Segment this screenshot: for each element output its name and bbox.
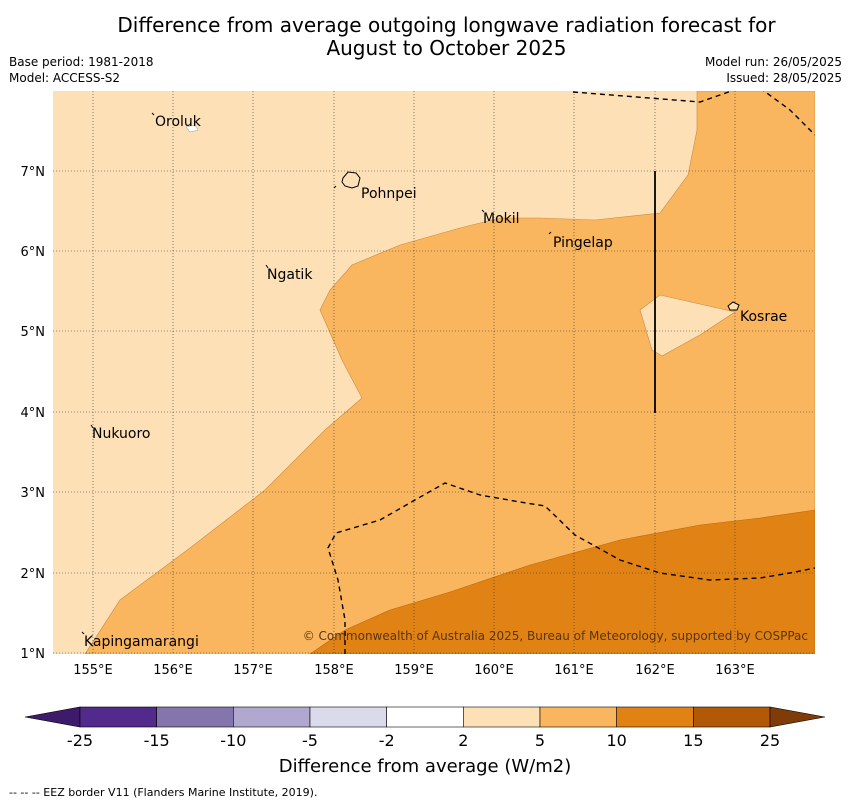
place-kapingamarangi: Kapingamarangi [84, 634, 199, 650]
lon-label: 162°E [635, 663, 675, 678]
place-nukuoro: Nukuoro [92, 426, 150, 442]
lon-label: 157°E [233, 663, 273, 678]
colorbar-tick-label: 25 [760, 731, 780, 750]
colorbar-box [309, 706, 387, 728]
colorbar-box [463, 706, 541, 728]
lon-label: 158°E [314, 663, 354, 678]
colorbar-tick-label: -10 [220, 731, 246, 750]
colorbar-box [693, 706, 771, 728]
issued-date: Issued: 28/05/2025 [726, 71, 842, 85]
colorbar-tick-label: 15 [683, 731, 703, 750]
lon-label: 159°E [394, 663, 434, 678]
lon-label: 160°E [474, 663, 514, 678]
colorbar-tick-label: 5 [535, 731, 545, 750]
anomaly-kosrae-patch [639, 294, 736, 357]
colorbar-box [79, 706, 157, 728]
place-pohnpei: Pohnpei [361, 186, 417, 202]
pohnpei-outline [341, 171, 361, 189]
meta-left: Base period: 1981-2018 Model: ACCESS-S2 [9, 54, 154, 86]
colorbar-box [539, 706, 617, 728]
colorbar-box [233, 706, 311, 728]
meta-right: Model run: 26/05/2025 Issued: 28/05/2025 [705, 54, 842, 86]
lat-label: 5°N [21, 325, 46, 340]
lon-label: 161°E [554, 663, 594, 678]
colorbar: -25 -15 -10 -5 -2 2 5 10 15 25 [24, 706, 826, 750]
anomaly-10-15-region [309, 509, 815, 654]
lon-label: 163°E [715, 663, 755, 678]
lat-label: 1°N [21, 647, 46, 662]
colorbar-box [386, 706, 464, 728]
lat-label: 4°N [21, 406, 46, 421]
eez-borders [327, 91, 815, 654]
place-pingelap: Pingelap [553, 235, 613, 251]
base-period: Base period: 1981-2018 [9, 55, 154, 69]
copyright-notice: © Commonwealth of Australia 2025, Bureau… [303, 629, 808, 643]
colorbar-extend-low [24, 706, 81, 728]
lat-axis-labels: 7°N 6°N 5°N 4°N 3°N 2°N 1°N [21, 165, 46, 662]
colorbar-box [156, 706, 234, 728]
islands [81, 112, 740, 635]
place-mokil: Mokil [483, 211, 520, 227]
title-line-1: Difference from average outgoing longwav… [117, 13, 776, 37]
eez-footnote: -- -- -- EEZ border V11 (Flanders Marine… [9, 786, 318, 799]
lat-label: 2°N [21, 567, 46, 582]
anomaly-5-10-region [84, 91, 815, 654]
lon-label: 155°E [73, 663, 113, 678]
place-oroluk: Oroluk [155, 114, 202, 130]
colorbar-box [616, 706, 694, 728]
colorbar-title: Difference from average (W/m2) [279, 756, 571, 777]
map-area: Oroluk Pohnpei Mokil Pingelap Ngatik Kos… [53, 91, 815, 654]
colorbar-extend-high [769, 706, 826, 728]
lat-label: 6°N [21, 245, 46, 260]
model-name: Model: ACCESS-S2 [9, 71, 121, 85]
place-ngatik: Ngatik [267, 267, 313, 283]
lat-label: 7°N [21, 165, 46, 180]
place-kosrae: Kosrae [740, 309, 787, 325]
lon-axis-labels: 155°E 156°E 157°E 158°E 159°E 160°E 161°… [73, 663, 755, 678]
lat-label: 3°N [21, 486, 46, 501]
colorbar-tick-label: -15 [144, 731, 170, 750]
colorbar-tick-label: -2 [379, 731, 395, 750]
title-line-2: August to October 2025 [326, 36, 567, 60]
colorbar-tick-label: -25 [67, 731, 93, 750]
colorbar-tick-label: 2 [458, 731, 468, 750]
map-title: Difference from average outgoing longwav… [0, 14, 850, 60]
oroluk-outline [185, 124, 199, 133]
lon-label: 156°E [153, 663, 193, 678]
colorbar-tick-label: 10 [606, 731, 626, 750]
colorbar-tick-label: -5 [302, 731, 318, 750]
model-run: Model run: 26/05/2025 [704, 55, 842, 69]
kosrae-outline [727, 301, 740, 311]
